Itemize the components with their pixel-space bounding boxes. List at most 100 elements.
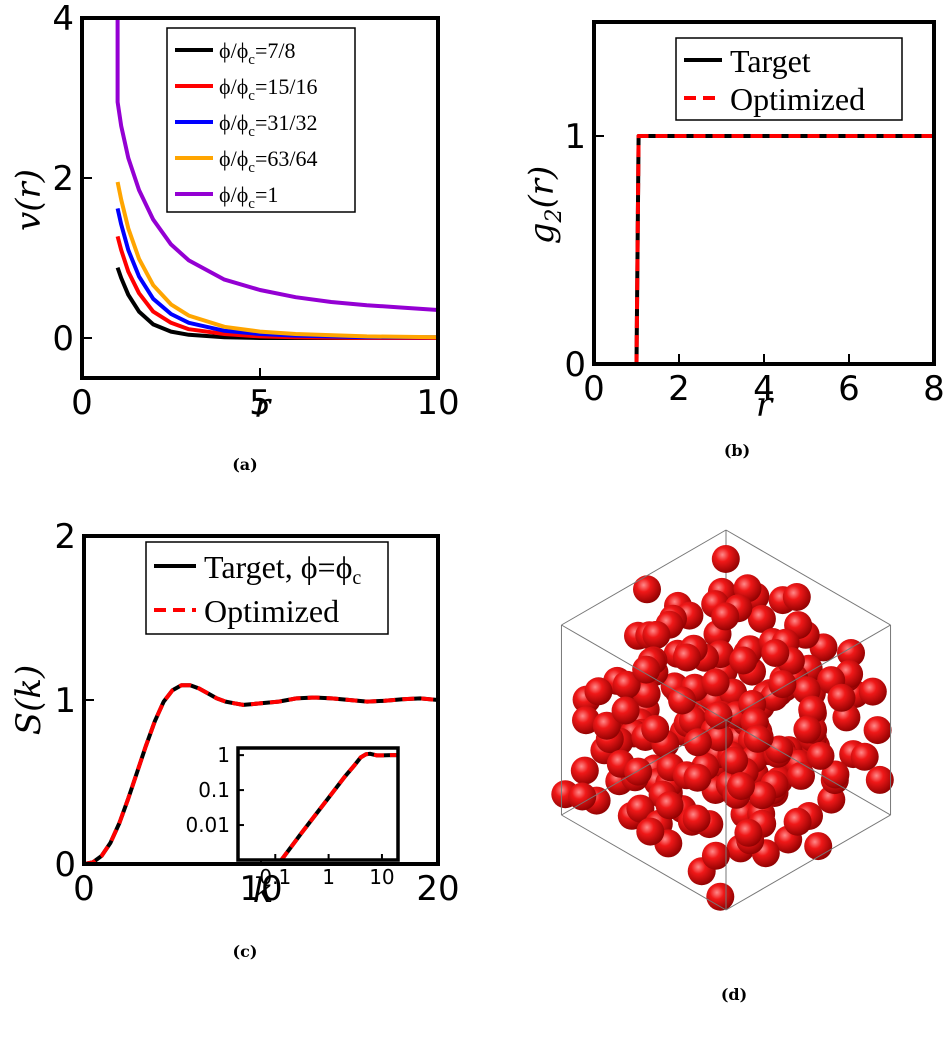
panel-b-series-0 <box>634 134 934 364</box>
panel-a-legend-label-0: ϕ/ϕc=7/8 <box>219 38 295 68</box>
sphere <box>682 804 711 833</box>
panel-c-xtick-label: 10 <box>239 869 282 909</box>
box-edge <box>561 814 727 911</box>
panel-c-xtick-label: 0 <box>73 869 95 909</box>
box-edge <box>561 529 727 626</box>
sphere <box>711 545 740 573</box>
box-edge <box>561 719 727 816</box>
sphere <box>683 763 712 792</box>
panel-a-xtick-label: 10 <box>416 383 459 423</box>
sphere <box>633 575 661 604</box>
sphere <box>641 715 670 743</box>
panel-a-ytick-label: 2 <box>52 159 74 199</box>
panel-c-ytick-label: 2 <box>54 517 76 557</box>
sphere <box>624 757 653 786</box>
legend-label-target: Target <box>730 43 811 79</box>
sphere <box>701 841 730 870</box>
inset-ticks: 0.1 1 10 0.01 0.1 1 <box>185 743 394 889</box>
panel-a-legend-label-3: ϕ/ϕc=63/64 <box>219 146 317 176</box>
sphere <box>761 639 790 667</box>
panel-c-legend-box <box>145 541 389 635</box>
panel-a-legend-label-2: ϕ/ϕc=31/32 <box>219 110 317 140</box>
panel-a-legend-label-4: ϕ/ϕc=1 <box>219 182 278 212</box>
sphere <box>642 620 671 649</box>
sphere <box>865 765 894 794</box>
sphere <box>729 646 758 675</box>
sphere <box>672 643 701 672</box>
box-edge <box>561 624 727 721</box>
sphere <box>592 711 621 740</box>
box-edge <box>725 814 891 911</box>
panel-c-caption: (c) <box>233 942 258 961</box>
panel-c-xtick-label: 20 <box>416 869 459 909</box>
panel-b-ticks: 0 2 4 6 8 0 1 <box>564 117 944 409</box>
panel-a-lines <box>115 18 438 340</box>
sphere <box>683 728 712 757</box>
panel-c-ticks: 0 10 20 0 1 2 <box>54 517 459 909</box>
panel-b-xtick-label: 0 <box>583 369 605 409</box>
box-edge <box>725 624 891 721</box>
panel-a-legend-label-1: ϕ/ϕc=15/16 <box>219 74 317 104</box>
sphere <box>711 602 740 631</box>
sphere <box>783 807 812 836</box>
sphere <box>748 781 777 810</box>
panel-b-legend-box <box>675 37 903 121</box>
inset-xtick-label: 0.1 <box>259 865 291 889</box>
box-edge <box>725 719 891 816</box>
legend-label-target-c: Target, ϕ=ϕc <box>204 549 361 589</box>
sphere <box>734 818 763 847</box>
panel-a-ytick-label: 0 <box>52 319 74 359</box>
sphere <box>782 583 811 611</box>
sphere <box>655 791 684 820</box>
panel-b-xtick-label: 2 <box>668 369 690 409</box>
sphere <box>747 604 776 633</box>
panel-a-xlabel: r <box>254 386 272 426</box>
sphere <box>806 741 835 770</box>
panel-b: 0 2 4 6 8 0 1 r g2(r) Target Optimized (b) <box>522 20 945 460</box>
sphere <box>636 817 665 846</box>
panel-a-series-0 <box>115 266 438 340</box>
inset-lines <box>279 751 398 860</box>
panel-a-caption: (a) <box>232 455 258 474</box>
sphere <box>768 670 797 699</box>
sphere <box>626 794 655 823</box>
sphere <box>837 639 865 667</box>
panel-d-caption: (d) <box>721 985 747 1004</box>
panel-b-series-1 <box>634 134 934 364</box>
panel-b-lines <box>634 134 934 364</box>
panel-a-ticks: 0 5 10 0 2 4 <box>52 0 459 423</box>
sphere-packing <box>551 545 894 911</box>
panel-a-xtick-label: 0 <box>71 383 93 423</box>
sphere <box>668 686 697 715</box>
panel-d: (d) <box>551 529 894 1004</box>
sphere <box>793 715 822 744</box>
inset-xtick-label: 10 <box>369 865 394 889</box>
sphere <box>858 677 887 706</box>
panel-b-xtick-label: 4 <box>753 369 775 409</box>
sphere <box>804 832 833 861</box>
legend-label-optimized: Optimized <box>730 81 865 117</box>
inset-ytick-label: 0.1 <box>198 778 230 802</box>
sphere <box>584 677 613 706</box>
panel-a-ylabel: v(r) <box>9 169 49 231</box>
sphere <box>632 655 661 684</box>
sphere <box>727 772 755 800</box>
sphere <box>612 670 641 699</box>
inset-optimized-line <box>279 751 398 860</box>
panel-c-inset: 0.1 1 10 0.01 0.1 1 <box>185 743 400 889</box>
panel-c-ytick-label: 1 <box>54 681 76 721</box>
panel-b-ylabel: g2(r) <box>522 166 567 245</box>
inset-xtick-label: 1 <box>322 865 335 889</box>
panel-c-ytick-label: 0 <box>54 845 76 885</box>
panel-a-series-4 <box>115 18 438 312</box>
panel-c-lines <box>84 683 438 864</box>
panel-b-xtick-label: 8 <box>923 369 945 409</box>
panel-a-legend: ϕ/ϕc=7/8 ϕ/ϕc=15/16 ϕ/ϕc=31/32 ϕ/ϕc=63/64 ϕ/… <box>166 27 356 213</box>
panel-b-ytick-label: 1 <box>564 117 586 157</box>
panel-c-series-1 <box>84 683 438 864</box>
panel-a-series-1 <box>115 235 438 340</box>
sphere <box>850 742 879 771</box>
panel-a-ytick-label: 4 <box>52 0 74 39</box>
inset-background <box>238 748 398 860</box>
